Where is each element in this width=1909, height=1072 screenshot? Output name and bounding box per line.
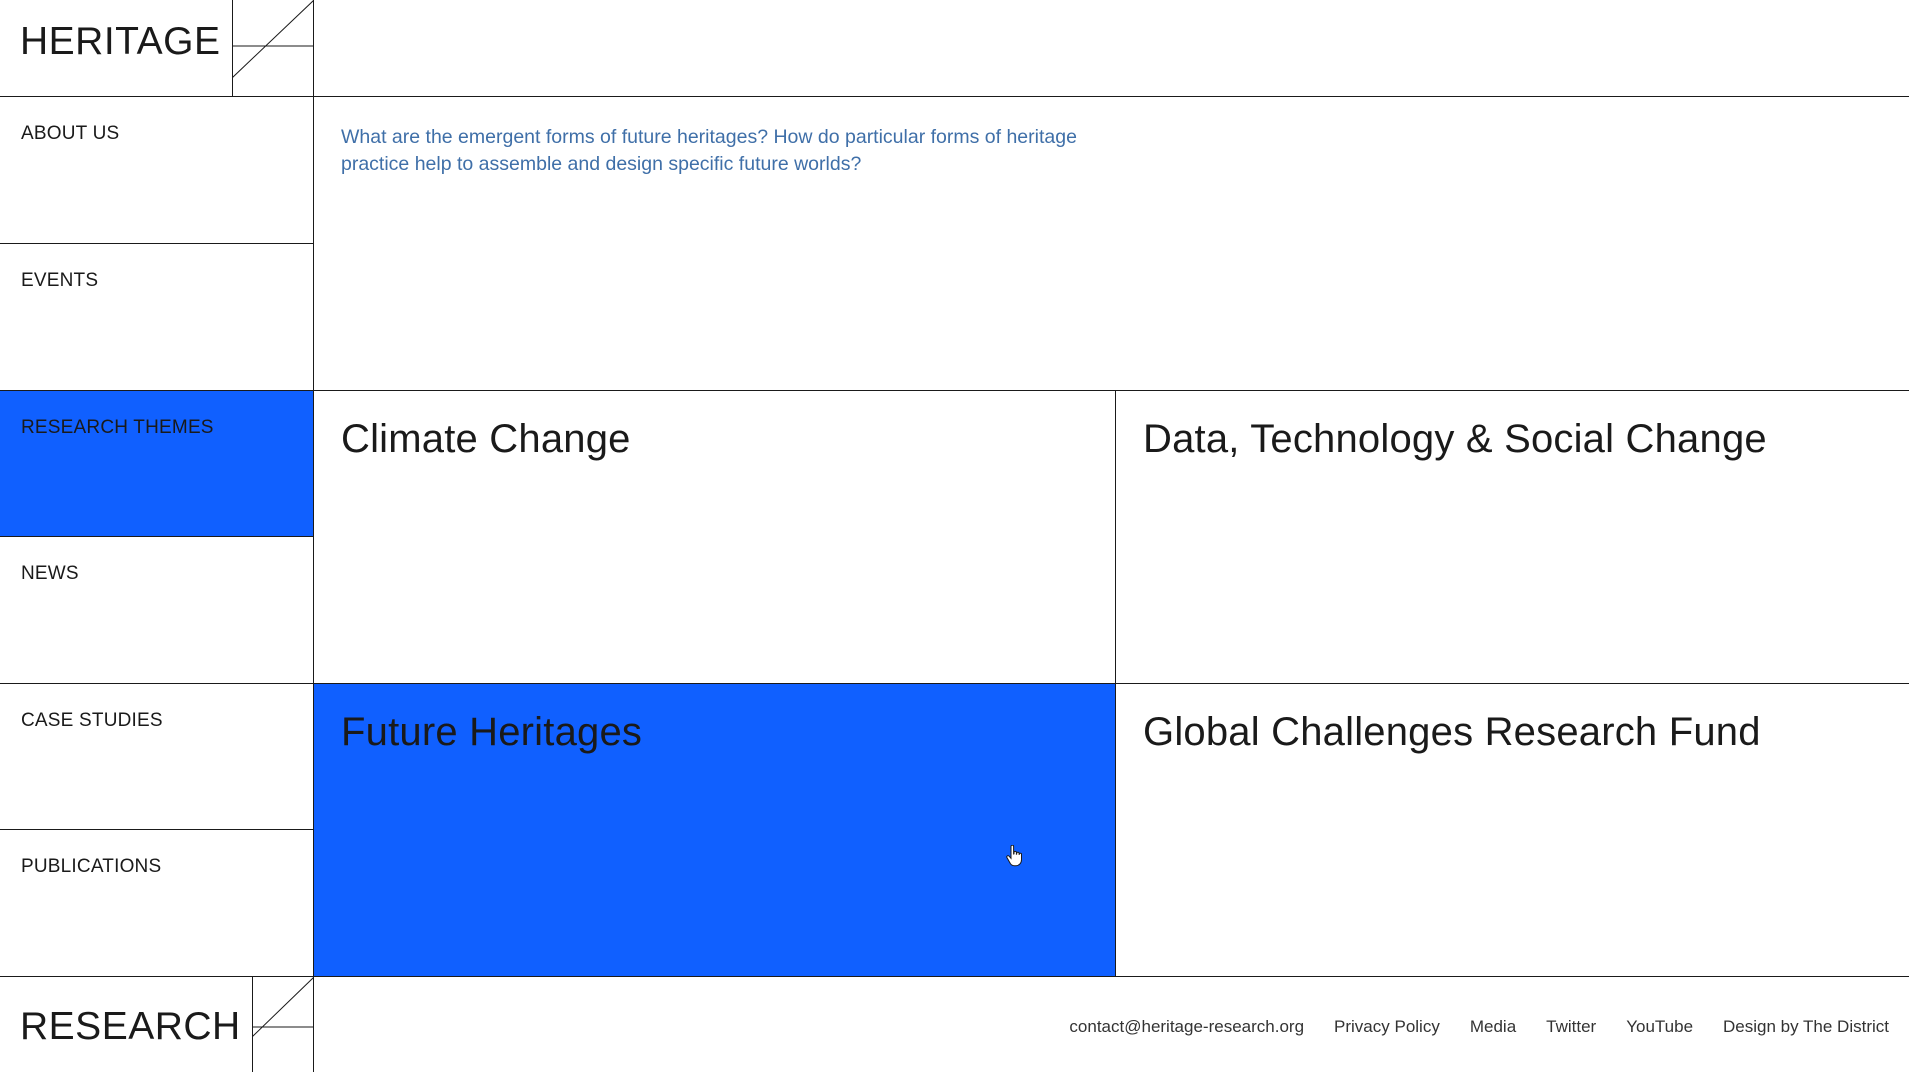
- nav-divider: [0, 243, 313, 244]
- theme-card-data-technology[interactable]: Data, Technology & Social Change: [1116, 391, 1909, 683]
- footer-links: contact@heritage-research.org Privacy Po…: [1069, 1017, 1889, 1037]
- theme-card-title: Global Challenges Research Fund: [1143, 710, 1761, 754]
- nav-divider: [0, 390, 313, 391]
- site-logo-heritage[interactable]: HERITAGE: [20, 20, 221, 63]
- footer-divider: [0, 976, 1909, 977]
- hand-pointer-icon: [1006, 845, 1022, 867]
- sidebar-item-case-studies[interactable]: CASE STUDIES: [0, 684, 313, 830]
- sidebar-item-events[interactable]: EVENTS: [0, 244, 313, 390]
- sidebar-item-label: RESEARCH THEMES: [21, 417, 214, 438]
- footer-link-youtube[interactable]: YouTube: [1626, 1017, 1694, 1036]
- sidebar-item-research-themes[interactable]: RESEARCH THEMES: [0, 391, 313, 537]
- cards-divider: [313, 683, 1909, 684]
- footer-link-twitter[interactable]: Twitter: [1546, 1017, 1597, 1036]
- intro-divider: [313, 390, 1909, 391]
- footer-link-privacy-policy[interactable]: Privacy Policy: [1334, 1017, 1440, 1036]
- sidebar-item-publications[interactable]: PUBLICATIONS: [0, 830, 313, 976]
- theme-card-title: Future Heritages: [341, 710, 643, 754]
- logo-mark-bottom-icon: [252, 977, 314, 1072]
- theme-card-title: Data, Technology & Social Change: [1143, 417, 1767, 461]
- nav-divider: [0, 683, 313, 684]
- sidebar-item-label: ABOUT US: [21, 123, 120, 144]
- site-logo-research[interactable]: RESEARCH: [20, 1005, 241, 1048]
- header-divider: [0, 96, 1909, 97]
- sidebar-item-label: CASE STUDIES: [21, 710, 163, 731]
- cards-column-divider: [1115, 391, 1116, 976]
- footer-link-media[interactable]: Media: [1469, 1017, 1517, 1036]
- sidebar-divider: [313, 0, 314, 1072]
- sidebar-item-news[interactable]: NEWS: [0, 537, 313, 683]
- nav-divider: [0, 536, 313, 537]
- logo-mark-top-icon: [232, 0, 314, 97]
- sidebar-item-label: PUBLICATIONS: [21, 856, 162, 877]
- footer-link-design-credit[interactable]: Design by The District: [1723, 1017, 1889, 1036]
- theme-card-title: Climate Change: [341, 417, 631, 461]
- theme-card-climate-change[interactable]: Climate Change: [314, 391, 1115, 683]
- sidebar-item-label: NEWS: [21, 563, 79, 584]
- intro-question-text: What are the emergent forms of future he…: [341, 126, 1077, 175]
- sidebar-item-about-us[interactable]: ABOUT US: [0, 97, 313, 243]
- theme-card-global-challenges[interactable]: Global Challenges Research Fund: [1116, 684, 1909, 976]
- footer-link-contact-email[interactable]: contact@heritage-research.org: [1069, 1017, 1305, 1036]
- sidebar-item-label: EVENTS: [21, 270, 99, 291]
- theme-card-future-heritages[interactable]: Future Heritages: [314, 684, 1115, 976]
- nav-divider: [0, 829, 313, 830]
